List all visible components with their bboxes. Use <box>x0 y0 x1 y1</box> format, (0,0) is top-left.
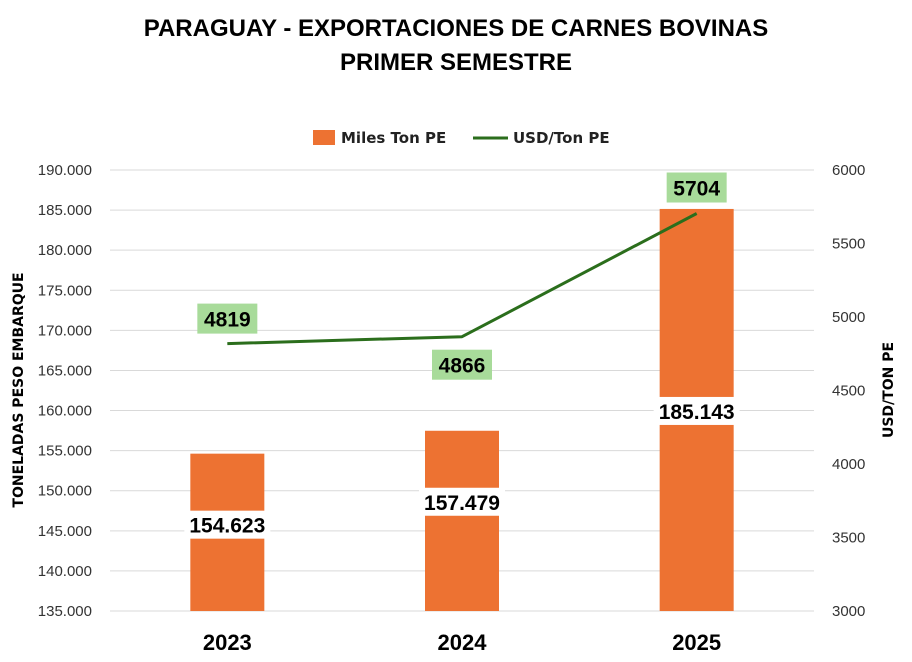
chart-title-line2: PRIMER SEMESTRE <box>340 49 572 76</box>
right-tick-label: 5500 <box>832 236 865 253</box>
line-label-bg <box>666 172 727 203</box>
data-labels: 154.623 157.479 185.143 4819 4866 5704 <box>184 172 740 539</box>
legend-bar-swatch <box>313 130 335 145</box>
bar-value-label: 154.623 <box>189 515 265 538</box>
bars <box>190 208 734 611</box>
category-label: 2024 <box>438 630 488 655</box>
right-tick-label: 3500 <box>832 530 865 547</box>
right-tick-label: 4500 <box>832 383 865 400</box>
left-tick-label: 175.000 <box>38 282 92 299</box>
line-label-bg <box>197 303 258 334</box>
left-tick-label: 165.000 <box>38 362 92 379</box>
line-value-label: 5704 <box>673 178 720 201</box>
line-value-label: 4819 <box>204 309 251 332</box>
price-line <box>227 212 698 346</box>
left-tick-label: 140.000 <box>38 563 92 580</box>
left-tick-label: 185.000 <box>38 202 92 219</box>
bar-label-bg <box>419 487 505 516</box>
legend-line-label: USD/Ton PE <box>513 129 610 147</box>
line-label-bg <box>432 349 492 380</box>
y-axis-right-title: USD/TON PE <box>881 342 897 438</box>
left-tick-label: 160.000 <box>38 403 92 420</box>
right-axis-ticks: 3000 3500 4000 4500 5000 5500 6000 <box>832 162 865 620</box>
right-tick-label: 3000 <box>832 603 865 620</box>
right-tick-label: 6000 <box>832 162 865 179</box>
bar-value-label: 157.479 <box>424 492 500 515</box>
right-tick-label: 4000 <box>832 456 865 473</box>
left-tick-label: 155.000 <box>38 443 92 460</box>
line-value-label: 4866 <box>439 355 486 378</box>
left-tick-label: 190.000 <box>38 162 92 179</box>
left-tick-label: 150.000 <box>38 483 92 500</box>
left-tick-label: 145.000 <box>38 523 92 540</box>
left-tick-label: 170.000 <box>38 322 92 339</box>
price-line-path <box>227 212 698 346</box>
category-labels: 2023 2024 2025 <box>203 630 721 655</box>
category-label: 2023 <box>203 630 252 655</box>
right-tick-label: 5000 <box>832 309 865 326</box>
chart-title-line1: PARAGUAY - EXPORTACIONES DE CARNES BOVIN… <box>144 15 769 42</box>
left-tick-label: 135.000 <box>38 603 92 620</box>
bar-label-bg <box>653 396 740 425</box>
bar <box>425 430 499 611</box>
bar-value-label: 185.143 <box>659 401 735 424</box>
left-tick-label: 180.000 <box>38 242 92 259</box>
legend-bar-label: Miles Ton PE <box>341 129 446 147</box>
y-axis-left-title: TONELADAS PESO EMBARQUE <box>11 272 27 507</box>
bar-label-bg <box>184 510 271 539</box>
category-label: 2025 <box>672 630 721 655</box>
left-axis-ticks: 135.000 140.000 145.000 150.000 155.000 160.0… <box>38 162 92 620</box>
